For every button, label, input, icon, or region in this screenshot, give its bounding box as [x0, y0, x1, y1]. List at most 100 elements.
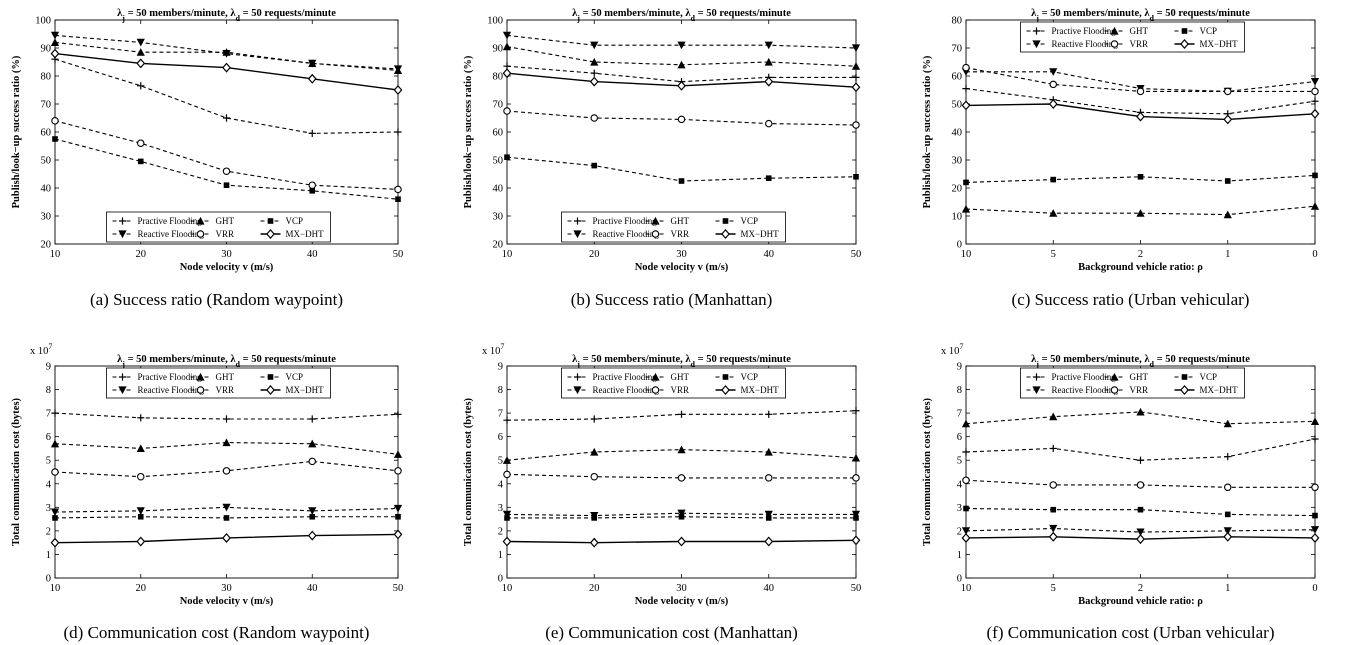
data-point	[765, 410, 773, 418]
legend-marker	[267, 374, 274, 380]
series-1	[502, 445, 861, 464]
y-tick-label: 2	[46, 526, 51, 537]
data-point	[308, 457, 316, 466]
data-point	[851, 535, 861, 546]
data-point	[1223, 531, 1233, 542]
data-point	[1048, 98, 1058, 110]
legend-marker	[118, 373, 127, 381]
data-point	[222, 503, 231, 512]
legend-marker	[1110, 386, 1119, 394]
x-tick-label: 50	[851, 249, 862, 260]
legend-label: VCP	[1200, 26, 1218, 36]
y-axis-label: Publish/look−up success ratio (%)	[11, 55, 22, 208]
series-1	[961, 202, 1320, 219]
y-tick-label: 40	[952, 128, 963, 139]
y-tick-label: 0	[498, 574, 503, 585]
series-line	[965, 507, 1316, 517]
data-point	[963, 179, 969, 186]
y-tick-label: 10	[952, 212, 963, 223]
legend-label: Reactive Flooding	[138, 385, 205, 395]
chart-panel-a: λj = 50 members/minute, λd = 50 requests…	[11, 8, 403, 309]
legend-marker	[651, 230, 660, 238]
data-point	[590, 447, 599, 456]
legend-box	[106, 211, 331, 243]
y-tick-label: 70	[41, 100, 52, 111]
y-tick-label: 0	[46, 574, 51, 585]
x-tick-label: 1	[1225, 249, 1230, 260]
legend-label: Practive Flooding	[593, 372, 658, 382]
data-point	[222, 415, 231, 423]
x-tick-label: 10	[502, 249, 513, 260]
series-5	[961, 531, 1320, 545]
x-tick-label: 1	[1225, 583, 1230, 594]
legend-label: VRR	[671, 385, 690, 395]
legend-marker	[1110, 26, 1119, 35]
data-point	[223, 182, 230, 188]
series-4	[503, 107, 860, 129]
data-point	[504, 154, 510, 160]
data-point	[1049, 444, 1057, 453]
y-tick-label: 40	[41, 184, 52, 195]
data-point	[308, 129, 316, 137]
data-point	[308, 507, 317, 515]
panel-caption: (d) Communication cost (Random waypoint)	[64, 623, 370, 642]
series-4	[962, 476, 1319, 492]
legend-marker	[651, 372, 660, 381]
series-line	[506, 156, 857, 182]
y-tick-label: 7	[957, 409, 962, 420]
y-axis-label: Total communication cost (bytes)	[11, 397, 22, 546]
data-point	[1049, 524, 1058, 533]
data-point	[393, 65, 403, 74]
data-point	[677, 445, 686, 454]
legend-marker	[573, 386, 582, 395]
legend: Practive Flooding GHT VCP Reactive Flooding…	[106, 211, 331, 243]
series-5	[50, 48, 403, 96]
legend-label: MX−DHT	[741, 385, 780, 395]
legend: Practive Flooding GHT VCP Reactive Flooding…	[561, 211, 786, 243]
y-tick-label: 3	[498, 503, 503, 514]
data-point	[853, 174, 859, 180]
y-tick-label: 20	[952, 184, 963, 195]
data-point	[677, 60, 686, 69]
data-point	[1136, 481, 1145, 489]
x-tick-label: 20	[136, 249, 147, 260]
series-3	[50, 503, 403, 517]
data-point	[1310, 526, 1320, 534]
data-point	[1310, 532, 1320, 543]
legend-label: Reactive Flooding	[593, 385, 660, 395]
x-tick-label: 10	[961, 249, 972, 260]
data-point	[136, 507, 145, 515]
x-tick-label: 30	[676, 249, 687, 260]
legend-marker	[1180, 384, 1189, 396]
data-point	[851, 44, 861, 53]
y-tick-label: 2	[498, 526, 503, 537]
data-point	[1136, 534, 1145, 545]
y-axis-label: Total communication cost (bytes)	[463, 397, 474, 546]
series-line	[506, 512, 856, 517]
data-point	[502, 68, 512, 79]
x-tick-label: 20	[589, 583, 600, 594]
data-point	[961, 532, 971, 543]
legend-marker	[573, 230, 582, 239]
data-point	[589, 76, 599, 87]
data-point	[394, 185, 402, 194]
data-point	[503, 470, 511, 479]
chart-title: λj = 50 members/minute, λd = 50 requests…	[572, 354, 791, 369]
y-axis-exponent: x 107	[30, 342, 52, 357]
x-tick-label: 20	[136, 583, 147, 594]
y-tick-label: 1	[498, 550, 503, 561]
series-0	[503, 407, 860, 424]
data-point	[502, 31, 512, 40]
data-point	[1136, 407, 1145, 416]
y-tick-label: 30	[952, 156, 963, 167]
series-line	[506, 449, 857, 461]
legend-marker	[1110, 40, 1119, 48]
data-point	[1311, 435, 1319, 443]
data-point	[1312, 512, 1318, 519]
data-point	[1136, 111, 1145, 122]
x-tick-label: 50	[851, 583, 862, 594]
legend-marker	[722, 218, 729, 224]
series-2	[504, 154, 859, 184]
data-point	[961, 204, 971, 213]
